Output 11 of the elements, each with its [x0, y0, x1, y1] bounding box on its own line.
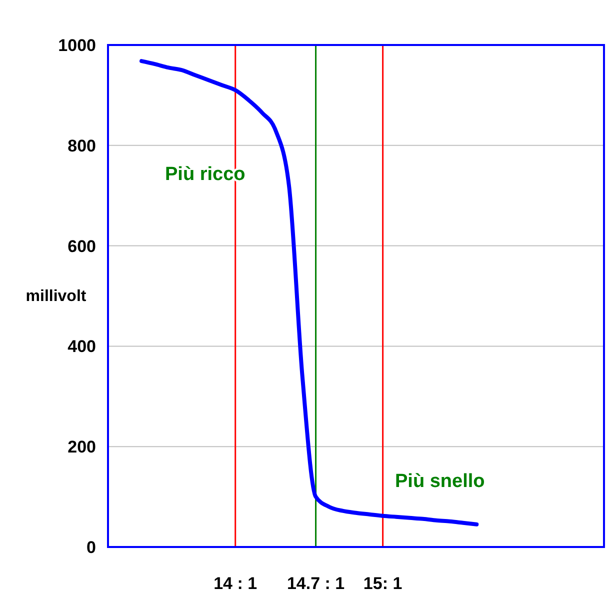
- y-tick-label: 1000: [58, 36, 96, 55]
- annotation: Più snello: [395, 471, 485, 492]
- y-axis-title: millivolt: [26, 288, 87, 305]
- y-tick-label: 0: [86, 538, 96, 557]
- y-tick-label: 200: [68, 438, 96, 457]
- y-tick-label: 800: [68, 136, 96, 156]
- y-tick-label: 600: [68, 236, 96, 256]
- x-tick-label: 14 : 1: [214, 574, 258, 593]
- x-tick-label: 15: 1: [363, 574, 402, 593]
- x-tick-label: 14.7 : 1: [286, 574, 345, 593]
- y-tick-label: 400: [68, 337, 96, 356]
